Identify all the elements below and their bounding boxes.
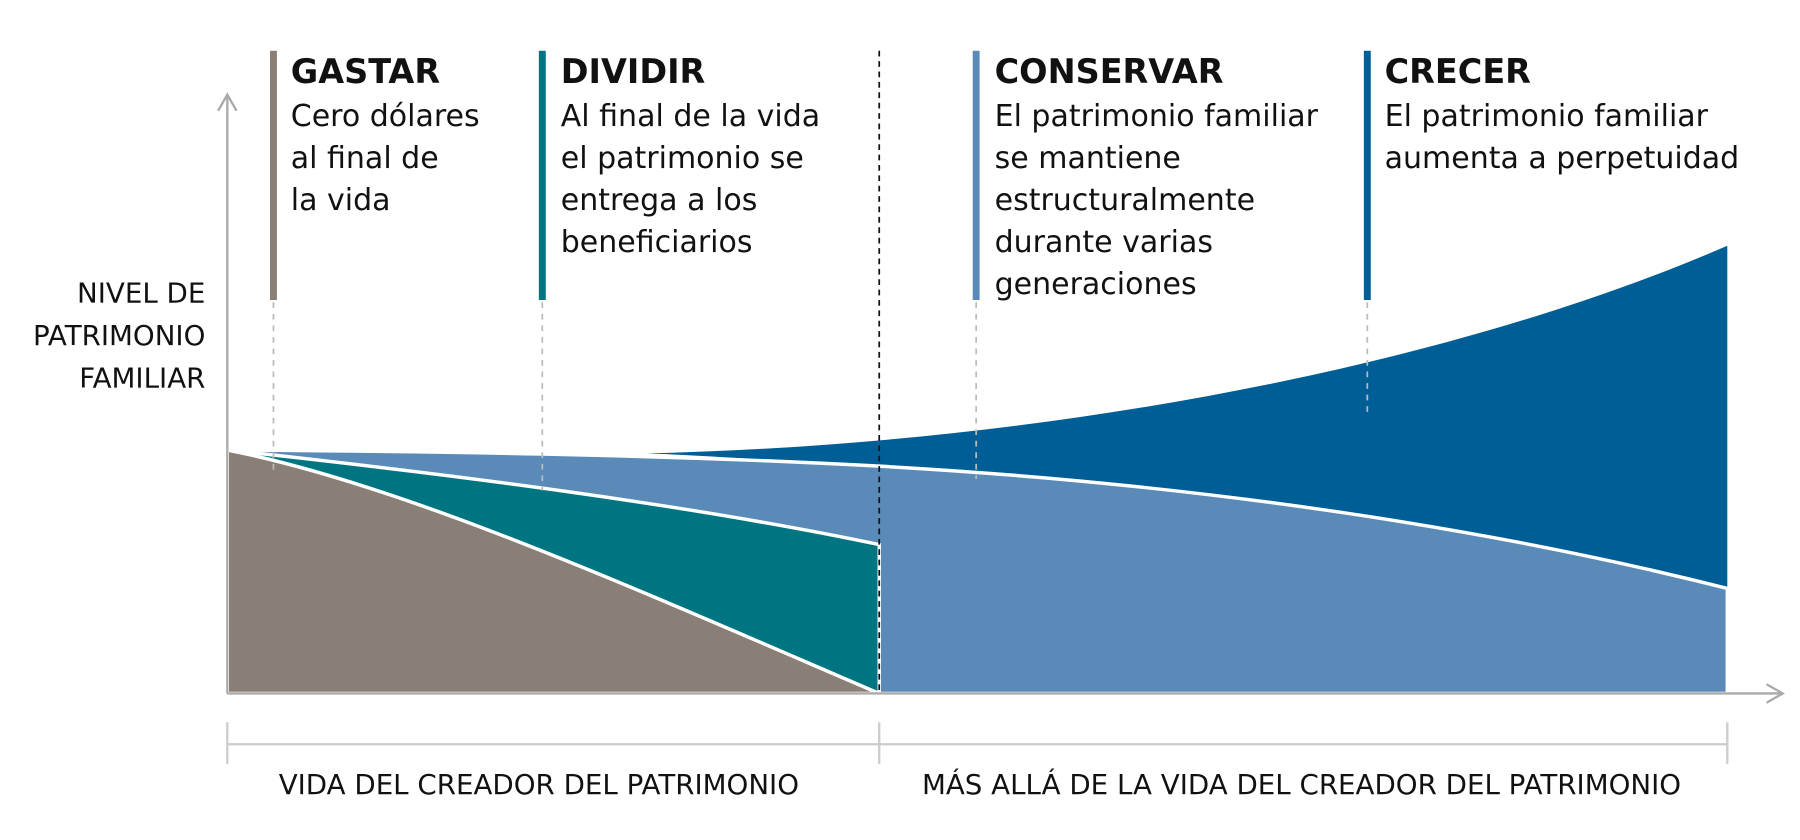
areas	[225, 245, 1730, 696]
strategy-text: El patrimonio familiar	[1385, 99, 1709, 134]
strategy-text: la vida	[291, 183, 391, 218]
marker-bar	[1363, 50, 1371, 301]
strategy-text: aumenta a perpetuidad	[1385, 141, 1740, 176]
markers	[270, 50, 1371, 491]
y-axis-label: FAMILIAR	[79, 362, 205, 395]
x-arrow	[1765, 683, 1786, 704]
grow-area	[646, 245, 1728, 589]
marker-bar	[538, 50, 546, 301]
strategy-text: El patrimonio familiar	[995, 99, 1319, 134]
y-arrow	[217, 92, 238, 112]
strategy-text: durante varias	[995, 225, 1213, 260]
y-axis-label: PATRIMONIO	[33, 319, 205, 352]
strategy-text: se mantiene	[995, 141, 1181, 176]
strategy-title: GASTAR	[291, 52, 441, 91]
period-label: MÁS ALLÁ DE LA VIDA DEL CREADOR DEL PATR…	[922, 767, 1681, 801]
axes	[217, 92, 1786, 764]
strategy-text: Cero dólares	[291, 99, 480, 134]
strategy-title: DIVIDIR	[561, 52, 706, 91]
spend-area	[225, 447, 880, 696]
strategy-text: el patrimonio se	[561, 141, 804, 176]
labels: NIVEL DE PATRIMONIO FAMILIAR GASTAR Cero dól…	[33, 52, 1739, 801]
period-label: VIDA DEL CREADOR DEL PATRIMONIO	[279, 768, 799, 801]
strategy-title: CRECER	[1385, 52, 1532, 91]
strategy-text: estructuralmente	[995, 183, 1255, 218]
strategy-text: generaciones	[995, 267, 1197, 302]
strategy-text: entrega a los	[561, 183, 758, 218]
strategy-text: beneficiarios	[561, 225, 753, 260]
marker-bar	[972, 50, 980, 301]
strategy-text: al final de	[291, 141, 439, 176]
marker-bar	[270, 50, 277, 301]
strategy-title: CONSERVAR	[995, 52, 1224, 91]
strategy-text: Al final de la vida	[561, 99, 820, 134]
y-axis-label: NIVEL DE	[77, 276, 205, 309]
